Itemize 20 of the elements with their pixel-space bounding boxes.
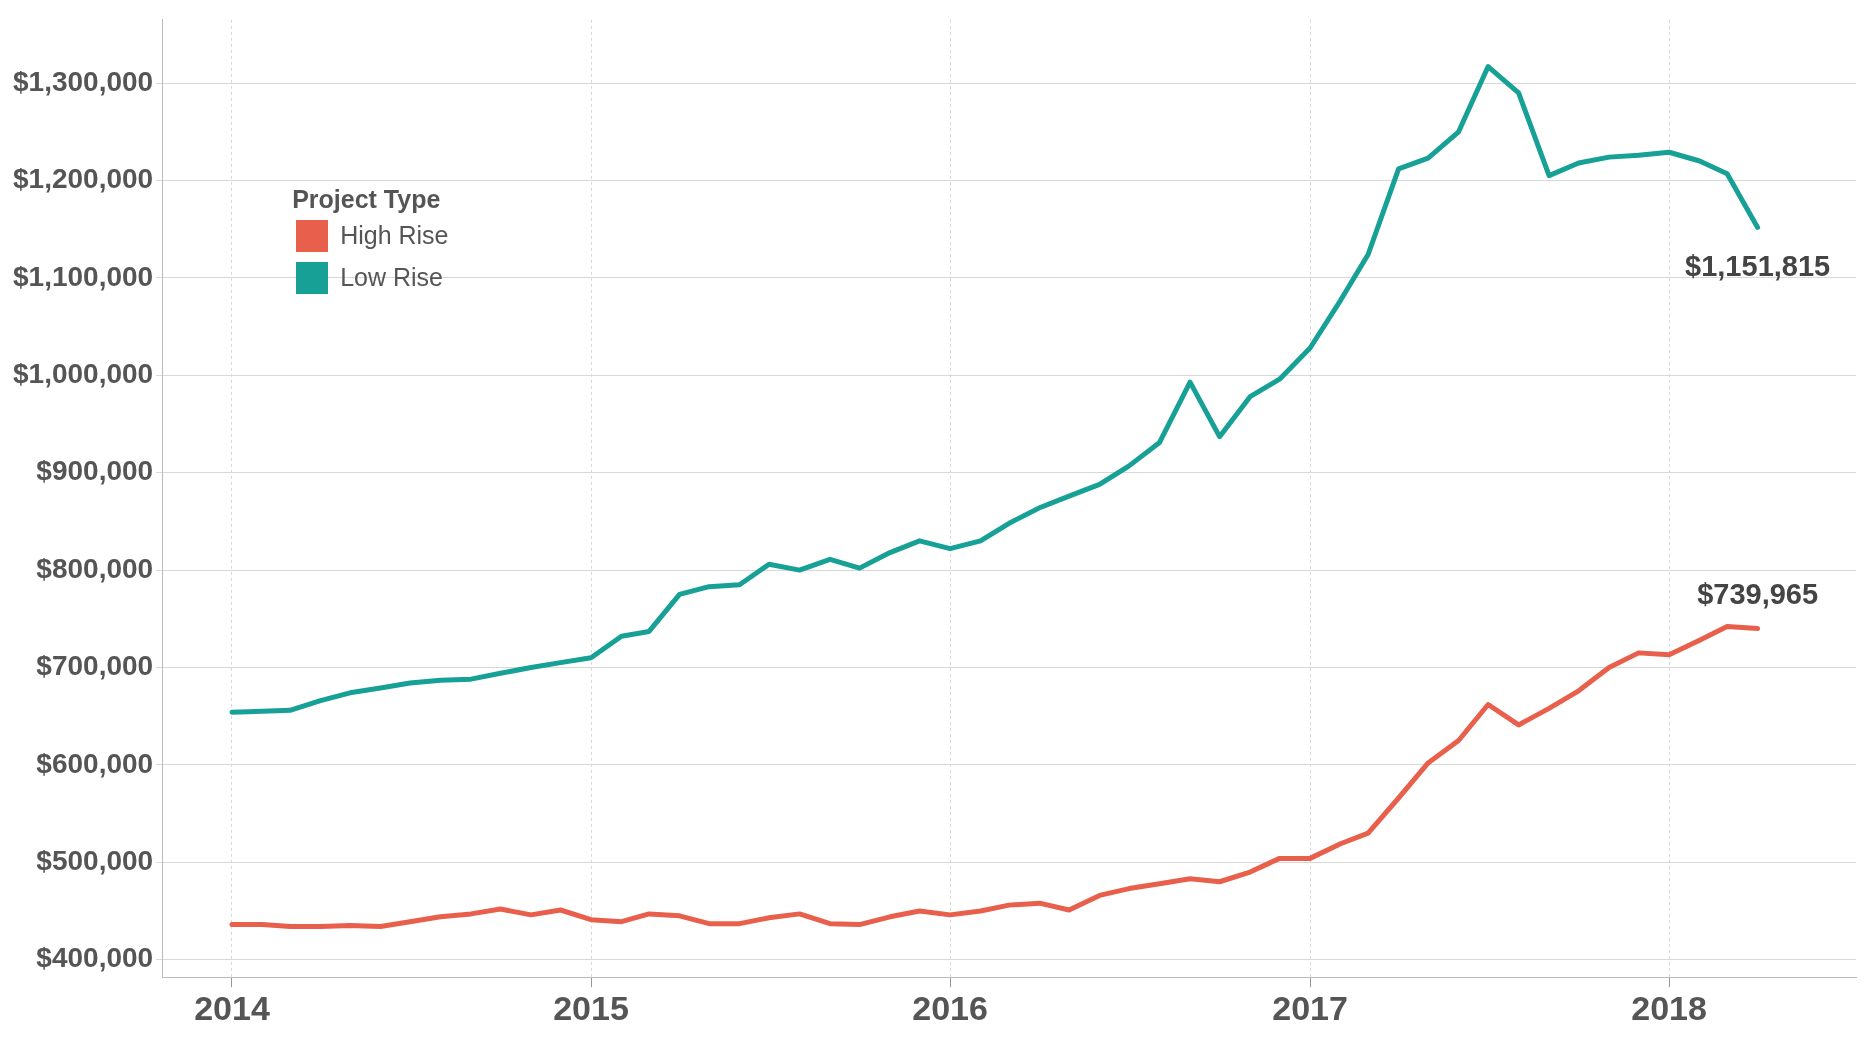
y-tick-label: $900,000: [36, 455, 154, 487]
y-tick-label: $1,300,000: [13, 65, 154, 97]
legend-label: High Rise: [340, 221, 449, 251]
legend-label: Low Rise: [340, 263, 443, 293]
y-tick-label: $700,000: [36, 650, 154, 682]
y-tick-label: $400,000: [36, 942, 154, 974]
y-tick-label: $600,000: [36, 747, 154, 779]
x-tick-label: 2016: [912, 988, 988, 1027]
y-tick-label: $1,000,000: [13, 358, 154, 390]
x-tick-label: 2015: [553, 988, 629, 1027]
x-tick-label: 2014: [194, 988, 270, 1027]
y-tick-label: $800,000: [36, 552, 154, 584]
annotation: $739,965: [1697, 578, 1819, 611]
legend-title: Project Type: [292, 184, 442, 214]
annotation: $1,151,815: [1685, 249, 1831, 282]
x-tick-label: 2017: [1272, 988, 1348, 1027]
y-tick-label: $1,200,000: [13, 163, 154, 195]
x-tick-label: 2018: [1631, 988, 1707, 1027]
y-tick-label: $500,000: [36, 844, 154, 876]
y-tick-label: $1,100,000: [13, 260, 154, 292]
